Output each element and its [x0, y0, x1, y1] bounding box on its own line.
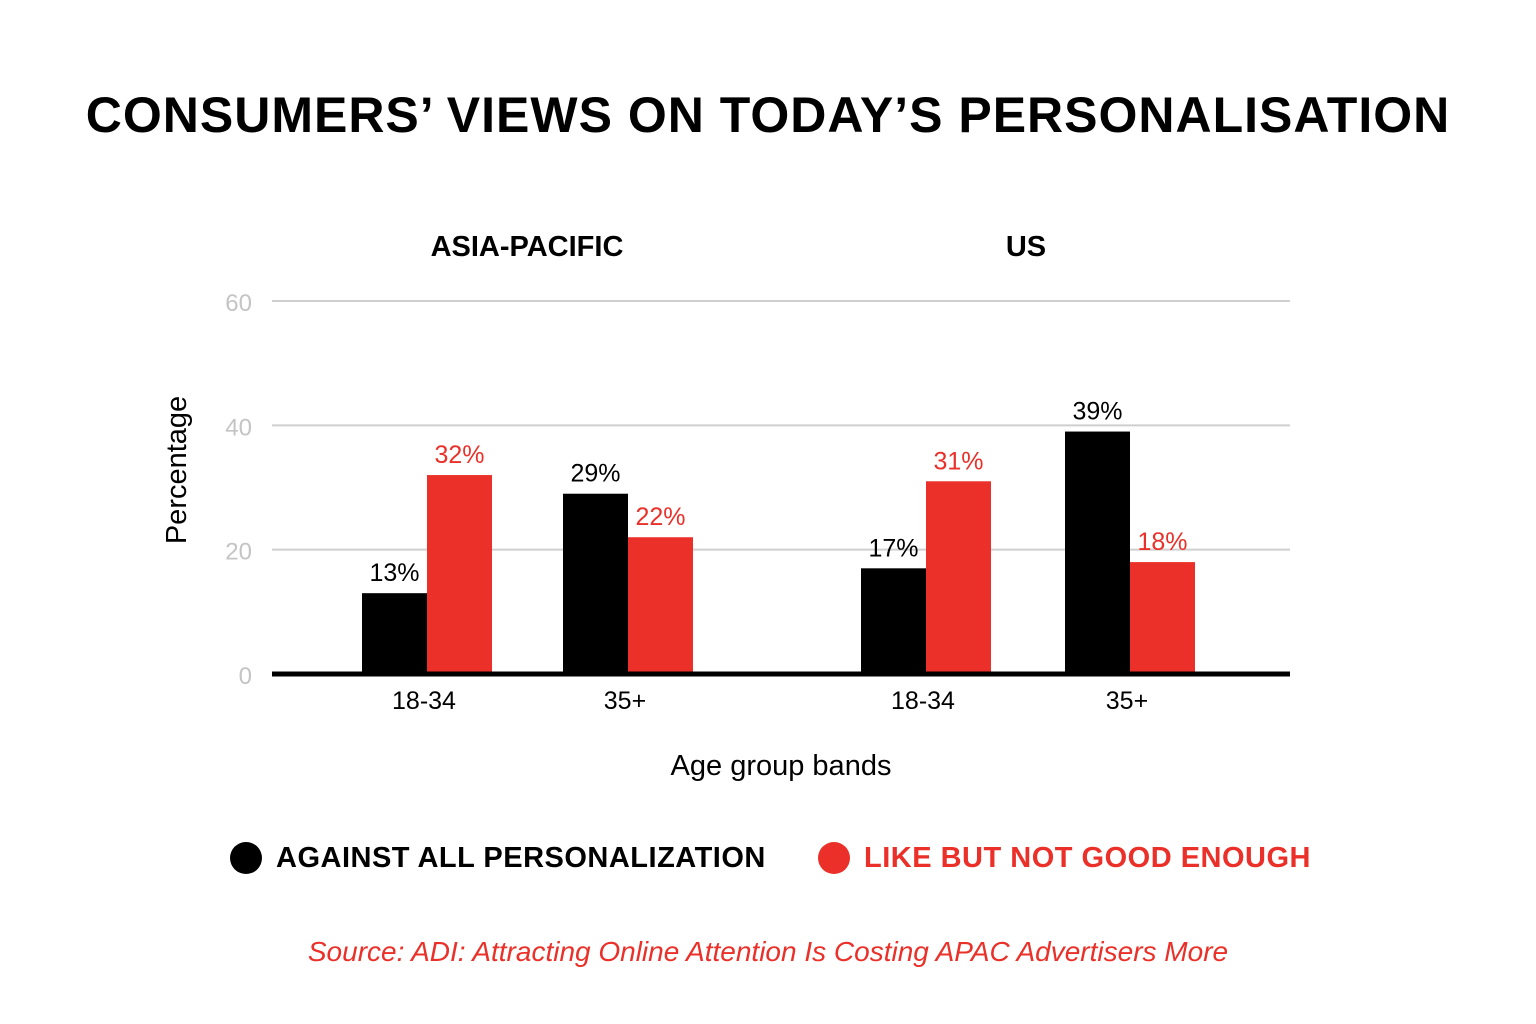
bar [628, 537, 693, 674]
y-axis-title: Percentage [161, 396, 193, 544]
data-label: 13% [369, 559, 419, 587]
source-note: Source: ADI: Attracting Online Attention… [307, 936, 1229, 967]
group-header: ASIA-PACIFIC [431, 231, 624, 263]
data-label: 17% [868, 534, 918, 562]
bar [1130, 562, 1195, 674]
y-tick-label: 0 [239, 663, 252, 690]
bar [563, 493, 628, 674]
x-tick-label: 18-34 [891, 687, 955, 715]
x-tick-label: 18-34 [392, 687, 456, 715]
x-tick-label: 35+ [1106, 687, 1148, 715]
legend-label-against: AGAINST ALL PERSONALIZATION [276, 841, 766, 874]
data-label: 18% [1137, 528, 1187, 556]
data-label: 32% [434, 441, 484, 469]
data-label: 31% [933, 447, 983, 475]
bar [362, 593, 427, 674]
y-tick-label: 60 [225, 290, 252, 317]
data-label: 29% [570, 460, 620, 488]
bar [1065, 431, 1130, 674]
legend-swatch-black [230, 842, 262, 874]
legend-label-like: LIKE BUT NOT GOOD ENOUGH [864, 841, 1311, 874]
bar [861, 568, 926, 674]
legend-swatch-red [818, 842, 850, 874]
bar [427, 475, 492, 674]
legend-item-like: LIKE BUT NOT GOOD ENOUGH [818, 836, 1311, 880]
y-tick-label: 20 [225, 539, 252, 566]
y-tick-label: 40 [225, 414, 252, 441]
x-tick-label: 35+ [604, 687, 646, 715]
data-label: 39% [1072, 398, 1122, 426]
group-header: US [1006, 231, 1046, 263]
legend-item-against: AGAINST ALL PERSONALIZATION [230, 836, 766, 880]
x-axis-title: Age group bands [671, 750, 892, 782]
bar [926, 481, 991, 674]
chart-title: CONSUMERS’ VIEWS ON TODAY’S PERSONALISAT… [85, 87, 1451, 143]
data-label: 22% [635, 503, 685, 531]
